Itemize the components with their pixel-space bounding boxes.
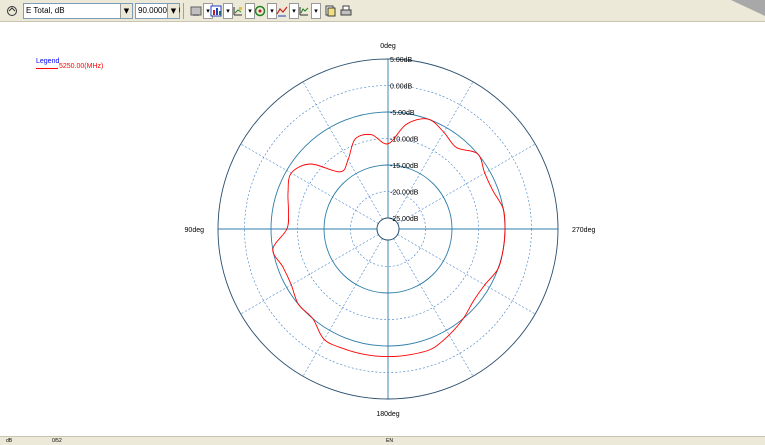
polar-ring	[297, 138, 479, 320]
trace-point	[323, 339, 325, 340]
print-icon[interactable]	[338, 3, 354, 19]
polar-spoke	[393, 81, 474, 220]
trace-point	[387, 143, 389, 145]
radial-tick-label: -25.00dB	[390, 216, 419, 223]
polar-ring	[244, 85, 532, 373]
trace-point	[347, 159, 349, 161]
trace-point	[502, 248, 504, 250]
window-corner-icon	[731, 0, 765, 16]
toolbar-divider	[183, 3, 184, 19]
trace-point	[484, 284, 486, 286]
radial-tick-label: -10.00dB	[390, 137, 419, 144]
polar-center	[376, 217, 400, 241]
axes-icon[interactable]	[230, 3, 246, 19]
status-mode: EN	[386, 438, 393, 444]
quantity-select[interactable]: E Total, dB ▼	[23, 3, 133, 19]
angle-label: 270deg	[572, 227, 595, 234]
polar-spoke	[240, 234, 379, 315]
trace-point	[443, 131, 445, 133]
angle-label: 90deg	[185, 227, 205, 234]
radial-tick-label: -20.00dB	[390, 190, 419, 197]
polar-spoke	[393, 238, 474, 377]
palette-icon[interactable]	[188, 3, 204, 19]
radial-tick-label: -5.00dB	[390, 110, 415, 117]
radial-tick-label: 0.00dB	[390, 84, 413, 91]
trace-point	[409, 354, 411, 356]
chevron-down-icon[interactable]: ▼	[167, 4, 179, 18]
trace-point	[354, 138, 356, 140]
polar-ring	[217, 58, 559, 400]
trace-point	[448, 334, 450, 336]
trace-point	[297, 303, 299, 305]
trace-point	[497, 268, 499, 270]
trace-point	[343, 348, 345, 350]
copy-icon[interactable]	[322, 3, 338, 19]
trace-point	[431, 348, 433, 350]
plot-type-icon[interactable]	[208, 3, 224, 19]
plot-type-dropdown[interactable]: ▾	[223, 3, 233, 19]
cursor-dropdown[interactable]: ▾	[289, 3, 299, 19]
trace-layer	[272, 118, 506, 358]
select-mode-icon[interactable]	[4, 3, 20, 19]
axes-dropdown[interactable]: ▾	[245, 3, 255, 19]
chevron-down-icon[interactable]: ▼	[120, 4, 132, 18]
polar-spoke	[397, 234, 536, 315]
trace-point	[286, 228, 288, 230]
trace-point	[502, 208, 504, 210]
legend-entry: 5250.00(MHz)	[59, 63, 104, 70]
trace-point	[427, 118, 429, 120]
angle-labels: 0deg 90deg 180deg 270deg	[185, 43, 596, 418]
angle-select-value: 90.0000000	[138, 6, 181, 15]
polar-ring	[350, 191, 426, 267]
angle-label: 0deg	[380, 43, 396, 50]
marker-dropdown[interactable]: ▾	[311, 3, 321, 19]
status-value: 0/52	[52, 438, 62, 444]
trace-point	[312, 318, 314, 320]
trace-dropdown[interactable]: ▾	[267, 3, 277, 19]
trace-point	[290, 284, 292, 286]
trace-point	[492, 190, 494, 192]
polar-spoke	[302, 81, 383, 220]
legend-swatch	[36, 68, 58, 69]
trace-point	[272, 248, 274, 250]
trace-point	[387, 356, 389, 357]
trace-icon[interactable]	[252, 3, 268, 19]
trace-point	[473, 300, 474, 302]
trace-point	[484, 172, 486, 174]
radial-tick-label: 5.00dB	[390, 57, 413, 64]
trace-point	[455, 147, 457, 148]
status-unit: dB	[6, 438, 13, 444]
polar-spoke	[240, 143, 379, 224]
radial-tick-label: -15.00dB	[390, 163, 419, 170]
polar-ring	[323, 164, 453, 294]
trace-point	[290, 172, 292, 174]
quantity-select-value: E Total, dB	[26, 6, 65, 15]
trace-point	[310, 163, 311, 165]
cursor-icon[interactable]	[274, 3, 290, 19]
trace-point	[462, 318, 464, 320]
toolbar: E Total, dB ▼ 90.0000000 ▼ ▾ ▾ ▾ ▾ ▾ ▾	[0, 0, 765, 22]
marker-icon[interactable]	[296, 3, 312, 19]
trace-point	[365, 354, 367, 356]
status-bar: dB 0/52 EN	[0, 436, 765, 445]
polar-spoke	[397, 143, 536, 224]
legend-title: Legend	[36, 58, 60, 65]
trace-point	[504, 228, 506, 230]
angle-label: 180deg	[376, 411, 399, 418]
trace-point	[287, 192, 289, 194]
trace-point	[339, 171, 341, 173]
trace-point	[477, 153, 479, 155]
trace-point	[282, 266, 284, 268]
polar-plot: 5.00dB 0.00dB -5.00dB -10.00dB -15.00dB -20.0…	[185, 43, 596, 418]
polar-grid	[217, 58, 559, 400]
trace-point	[288, 211, 289, 212]
radial-tick-labels: 5.00dB 0.00dB -5.00dB -10.00dB -15.00dB -20.0…	[390, 57, 419, 223]
trace-point	[406, 123, 407, 125]
angle-select[interactable]: 90.0000000 ▼	[135, 3, 180, 19]
trace-point	[370, 134, 372, 136]
